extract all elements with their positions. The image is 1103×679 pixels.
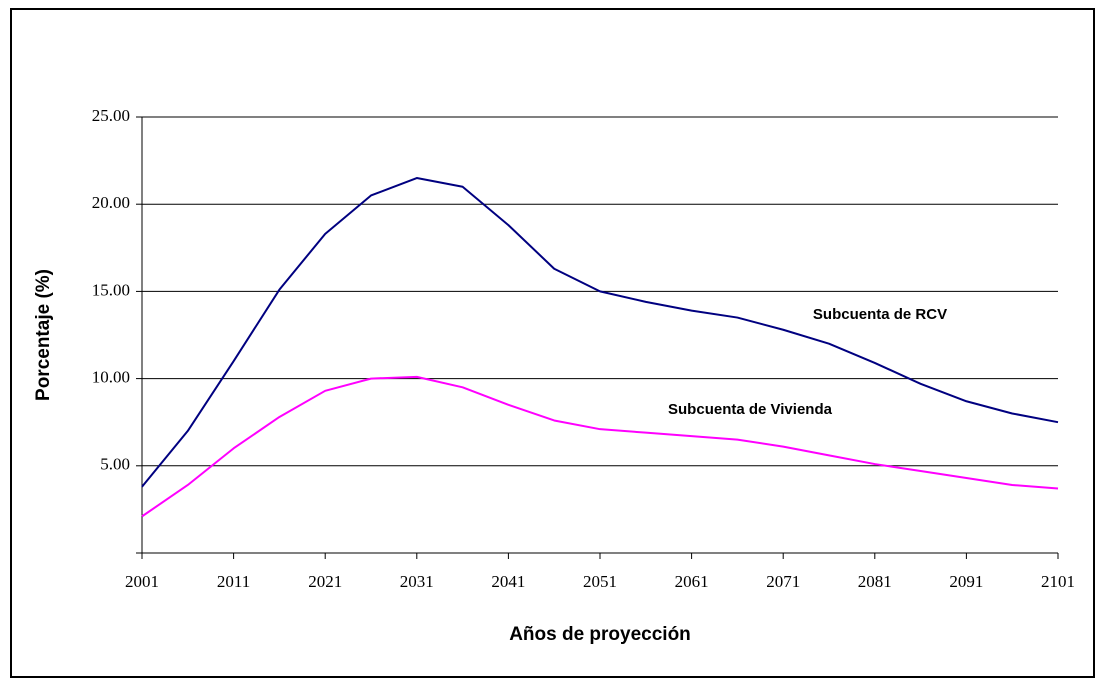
x-tick-label: 2051: [583, 572, 617, 591]
y-tick-label: 5.00: [100, 455, 130, 474]
y-tick-label: 15.00: [92, 280, 130, 299]
x-tick-label: 2091: [949, 572, 983, 591]
x-tick-label: 2041: [491, 572, 525, 591]
x-tick-label: 2081: [858, 572, 892, 591]
x-tick-label: 2061: [675, 572, 709, 591]
x-axis-title: Años de proyección: [509, 624, 691, 645]
x-tick-label: 2031: [400, 572, 434, 591]
series-label: Subcuenta de RCV: [813, 306, 947, 323]
x-tick-label: 2011: [217, 572, 250, 591]
y-tick-label: 25.00: [92, 106, 130, 125]
chart-border: [10, 8, 1095, 678]
y-tick-label: 10.00: [92, 368, 130, 387]
x-tick-label: 2071: [766, 572, 800, 591]
series-line: [141, 375, 1059, 518]
series-line: [141, 177, 1059, 488]
y-axis-title: Porcentaje (%): [33, 269, 54, 401]
x-tick-label: 2001: [125, 572, 159, 591]
x-tick-label: 2101: [1041, 572, 1075, 591]
series-label: Subcuenta de Vivienda: [668, 401, 833, 418]
y-tick-label: 20.00: [92, 193, 130, 212]
x-tick-label: 2021: [308, 572, 342, 591]
